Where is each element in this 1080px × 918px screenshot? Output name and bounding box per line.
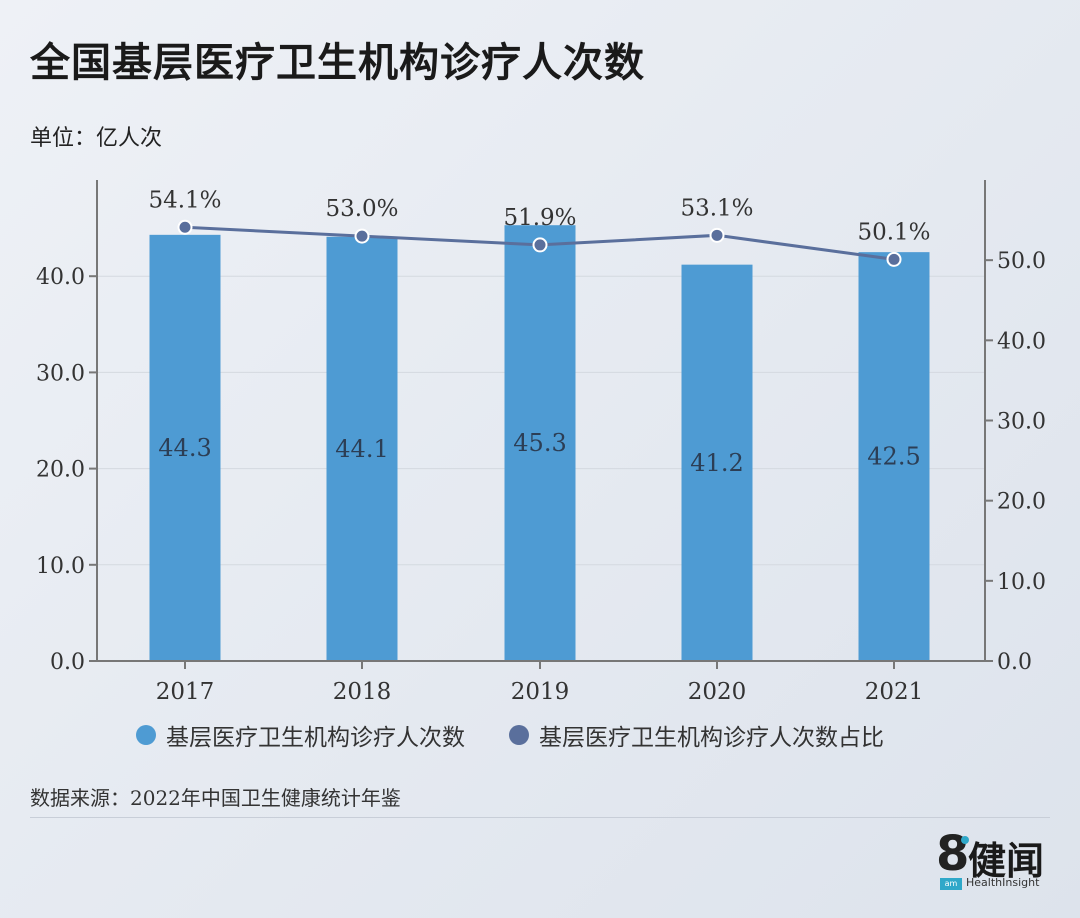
logo-en-text: HealthInsight xyxy=(966,876,1040,889)
x-tick-label: 2019 xyxy=(511,679,570,705)
y-right-tick-label: 0.0 xyxy=(997,650,1032,675)
line-point xyxy=(886,251,902,267)
footer-divider xyxy=(30,817,1050,818)
line-value-label: 50.1% xyxy=(857,219,930,245)
bar-value-label: 44.1 xyxy=(335,435,388,463)
x-tick-label: 2018 xyxy=(333,679,392,705)
y-left-tick-label: 0.0 xyxy=(50,650,85,675)
x-tick-label: 2017 xyxy=(156,679,215,705)
bar xyxy=(858,252,930,661)
legend: 基层医疗卫生机构诊疗人次数 基层医疗卫生机构诊疗人次数占比 xyxy=(136,718,928,752)
y-left-tick-label: 40.0 xyxy=(36,265,85,290)
bar xyxy=(681,264,753,661)
y-left-tick-label: 20.0 xyxy=(36,458,85,483)
logo-digit: 8 xyxy=(936,826,970,882)
y-right-tick-label: 10.0 xyxy=(997,570,1046,595)
line-value-label: 53.0% xyxy=(325,196,398,222)
brand-logo: 8 健闻 am HealthInsight xyxy=(936,826,1054,892)
bar-value-label: 41.2 xyxy=(690,449,743,477)
legend-item-bar: 基层医疗卫生机构诊疗人次数 xyxy=(136,718,465,752)
legend-swatch-bar xyxy=(136,725,156,745)
legend-label-line: 基层医疗卫生机构诊疗人次数占比 xyxy=(539,725,884,751)
y-right-tick-label: 20.0 xyxy=(997,490,1046,515)
x-tick-label: 2020 xyxy=(688,679,747,705)
logo-dot-icon xyxy=(961,836,969,844)
bar-value-label: 42.5 xyxy=(867,443,920,471)
bar-value-label: 45.3 xyxy=(513,429,566,457)
bar xyxy=(326,236,398,661)
chart-title: 全国基层医疗卫生机构诊疗人次数 xyxy=(30,40,645,86)
logo-badge: am xyxy=(940,878,962,890)
bar-value-label: 44.3 xyxy=(158,434,211,462)
line-value-label: 51.9% xyxy=(503,205,576,231)
line-value-label: 54.1% xyxy=(148,187,221,213)
bar xyxy=(504,225,576,662)
y-right-tick-label: 40.0 xyxy=(997,329,1046,354)
line-value-label: 53.1% xyxy=(680,195,753,221)
line-point xyxy=(177,219,193,235)
y-left-tick-label: 10.0 xyxy=(36,554,85,579)
unit-label: 单位：亿人次 xyxy=(30,126,163,151)
legend-swatch-line xyxy=(509,725,529,745)
y-right-tick-label: 30.0 xyxy=(997,410,1046,435)
line-point xyxy=(354,228,370,244)
logo-cn-text: 健闻 xyxy=(968,839,1045,883)
data-source: 数据来源：2022年中国卫生健康统计年鉴 xyxy=(30,786,401,810)
line-point xyxy=(532,237,548,253)
y-right-tick-label: 50.0 xyxy=(997,249,1046,274)
x-tick-label: 2021 xyxy=(865,679,924,705)
y-left-tick-label: 30.0 xyxy=(36,361,85,386)
legend-label-bar: 基层医疗卫生机构诊疗人次数 xyxy=(166,725,465,751)
legend-item-line: 基层医疗卫生机构诊疗人次数占比 xyxy=(509,718,884,752)
bar xyxy=(149,234,221,662)
line-point xyxy=(709,227,725,243)
